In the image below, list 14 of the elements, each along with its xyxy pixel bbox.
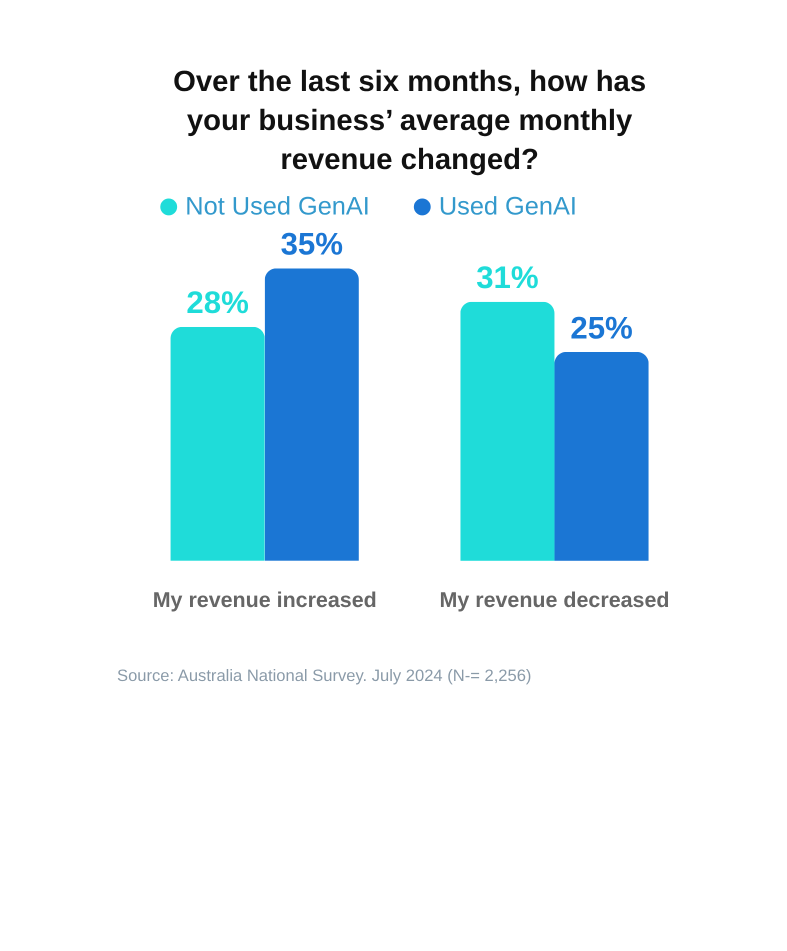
bar <box>554 352 649 561</box>
x-tick-label: My revenue increased <box>152 588 377 612</box>
data-label: 28% <box>186 285 249 320</box>
legend-label: Not Used GenAI <box>185 192 370 221</box>
bar <box>264 268 359 561</box>
legend-label: Used GenAI <box>438 192 577 221</box>
source-note: Source: Australia National Survey. July 2024 (N-= 2,256) <box>117 666 532 685</box>
data-label: 31% <box>476 260 539 296</box>
x-tick-label: My revenue decreased <box>439 588 670 612</box>
chart-title: Over the last six months, how has your business’ average monthly revenue changed? <box>173 66 646 176</box>
data-label: 35% <box>280 226 343 262</box>
bar <box>460 302 554 561</box>
bar <box>170 326 265 561</box>
data-label: 25% <box>570 310 633 346</box>
